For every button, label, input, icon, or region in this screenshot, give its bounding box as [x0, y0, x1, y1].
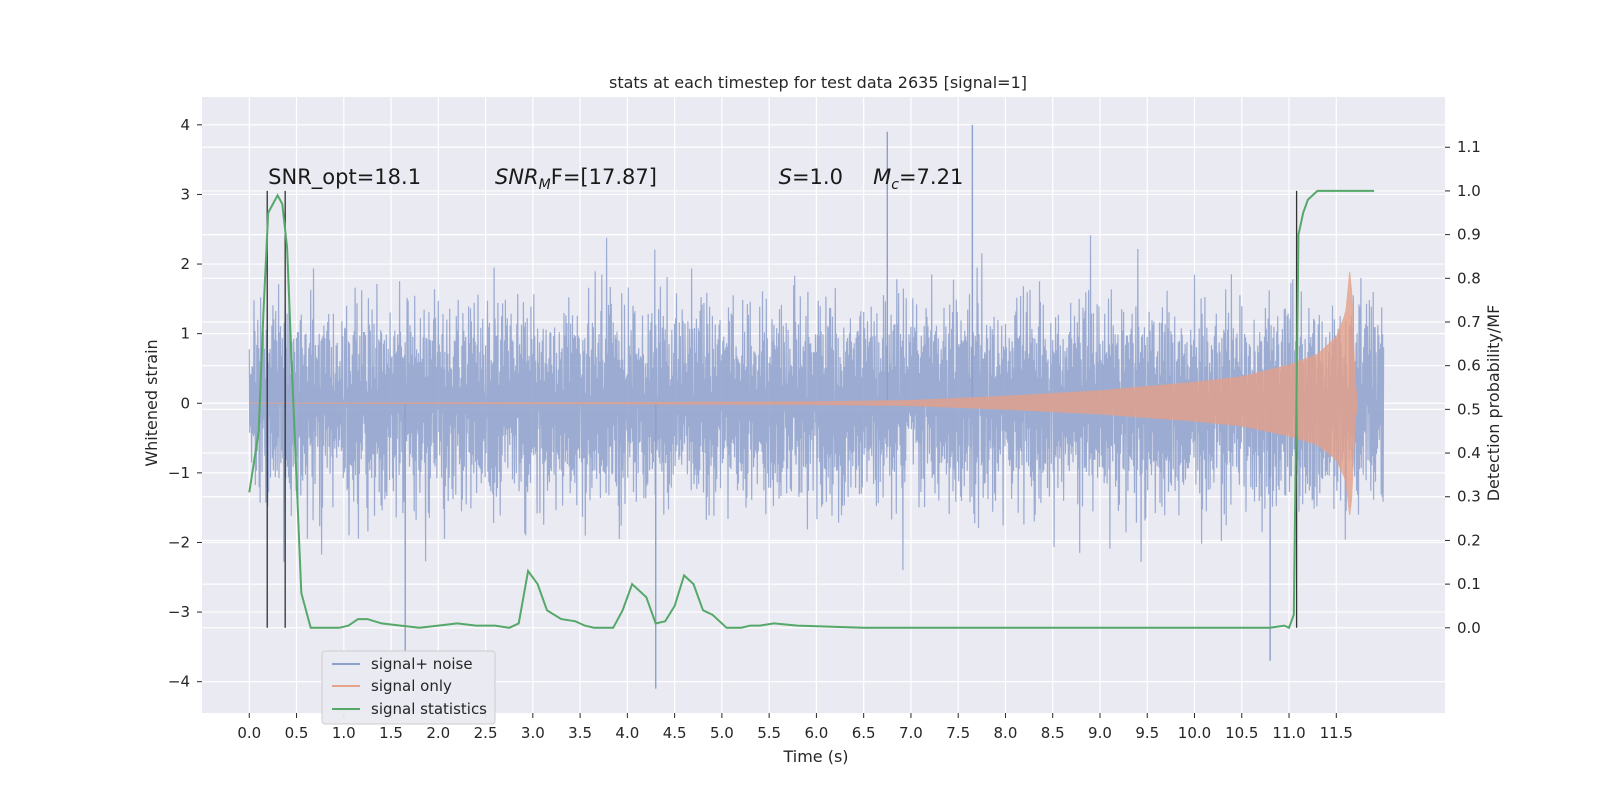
- legend-label-signal-statistics: signal statistics: [371, 700, 487, 718]
- x-tick-label: 8.0: [994, 724, 1018, 742]
- y2-tick-label: 0.0: [1457, 619, 1481, 637]
- x-tick-label: 7.0: [899, 724, 923, 742]
- y2-tick-label: 0.8: [1457, 269, 1481, 287]
- x-tick-label: 4.0: [615, 724, 639, 742]
- annotation-3: Mc=7.21: [873, 165, 963, 193]
- x-tick-label: 9.5: [1135, 724, 1159, 742]
- legend-label-signal-noise: signal+ noise: [371, 655, 473, 673]
- y2-tick-label: 0.1: [1457, 575, 1481, 593]
- y2-axis-ticks: 0.0 0.1 0.2 0.3 0.4 0.5 0.6 0.7 0.8 0.9 1.0 1.1: [1445, 138, 1481, 637]
- y-axis-label: Whitened strain: [142, 339, 161, 466]
- y2-tick-label: 0.6: [1457, 357, 1481, 375]
- x-tick-label: 6.5: [852, 724, 876, 742]
- y-axis-ticks: −4 −3 −2 −1 0 1 2 3 4: [168, 116, 202, 691]
- y2-tick-label: 1.1: [1457, 138, 1481, 156]
- y2-tick-label: 0.9: [1457, 226, 1481, 244]
- annotation-rest: =1.0: [792, 165, 843, 189]
- y-tick-label: 4: [180, 116, 190, 134]
- x-tick-label: 6.0: [804, 724, 828, 742]
- x-tick-label: 11.0: [1272, 724, 1305, 742]
- x-tick-label: 1.5: [379, 724, 403, 742]
- annotation-rest: F=[17.87]: [551, 165, 657, 189]
- y2-tick-label: 0.3: [1457, 488, 1481, 506]
- x-tick-label: 1.0: [332, 724, 356, 742]
- x-tick-label: 5.0: [710, 724, 734, 742]
- x-tick-label: 2.0: [426, 724, 450, 742]
- annotation-base: SNR: [495, 165, 539, 189]
- legend-label-signal-only: signal only: [371, 677, 452, 695]
- signal-statistics-line: [248, 189, 1375, 630]
- y-tick-label: −4: [168, 673, 190, 691]
- x-axis-label: Time (s): [782, 747, 848, 766]
- annotation-0: SNR_opt=18.1: [268, 165, 421, 190]
- annotation-rest: =7.21: [899, 165, 963, 189]
- x-tick-label: 10.0: [1178, 724, 1211, 742]
- annotation-2: S=1.0: [779, 165, 843, 189]
- annotation-base: M: [873, 165, 891, 189]
- y-tick-label: −2: [168, 533, 190, 551]
- series-signal-statistics: [248, 189, 1375, 630]
- x-axis-ticks: 0.0 0.5 1.0 1.5 2.0 2.5 3.0 3.5 4.0 4.5 5.0 5.5 6.0 6…: [237, 713, 1353, 742]
- x-tick-label: 8.5: [1041, 724, 1065, 742]
- annotation-subscript: M: [539, 177, 551, 193]
- signal-only-trace: [249, 271, 1358, 515]
- y2-tick-label: 0.7: [1457, 313, 1481, 331]
- legend-box: [321, 650, 496, 725]
- y-tick-label: 2: [180, 255, 190, 273]
- annotation-base: S: [779, 165, 792, 189]
- x-tick-label: 0.5: [285, 724, 309, 742]
- x-tick-label: 0.0: [237, 724, 261, 742]
- legend: signal+ noise signal only signal statist…: [321, 650, 496, 725]
- y2-tick-label: 0.5: [1457, 400, 1481, 418]
- annotations: SNR_opt=18.1 SNRMF=[17.87] S=1.0 Mc=7.21: [268, 165, 963, 193]
- y2-tick-label: 0.2: [1457, 531, 1481, 549]
- y-tick-label: 3: [180, 185, 190, 203]
- signal-noise-trace: [248, 235, 1385, 571]
- annotation-subscript: c: [891, 177, 899, 193]
- x-tick-label: 10.5: [1225, 724, 1258, 742]
- x-tick-label: 11.5: [1320, 724, 1353, 742]
- series-signal-noise: [248, 124, 1385, 689]
- x-tick-label: 9.0: [1088, 724, 1112, 742]
- y2-axis-label: Detection probability/MF: [1484, 305, 1503, 502]
- y-tick-label: −1: [168, 464, 190, 482]
- y2-tick-label: 1.0: [1457, 182, 1481, 200]
- x-tick-label: 3.5: [568, 724, 592, 742]
- chart-title: stats at each timestep for test data 263…: [609, 73, 1027, 92]
- annotation-1: SNRMF=[17.87]: [495, 165, 657, 193]
- y2-tick-label: 0.4: [1457, 444, 1481, 462]
- x-tick-label: 5.5: [757, 724, 781, 742]
- y-tick-label: 1: [180, 325, 190, 343]
- x-tick-label: 4.5: [663, 724, 687, 742]
- y-tick-label: −3: [168, 603, 190, 621]
- y-tick-label: 0: [180, 394, 190, 412]
- x-tick-label: 7.5: [946, 724, 970, 742]
- series-signal-only: [249, 271, 1358, 515]
- x-tick-label: 3.0: [521, 724, 545, 742]
- x-tick-label: 2.5: [474, 724, 498, 742]
